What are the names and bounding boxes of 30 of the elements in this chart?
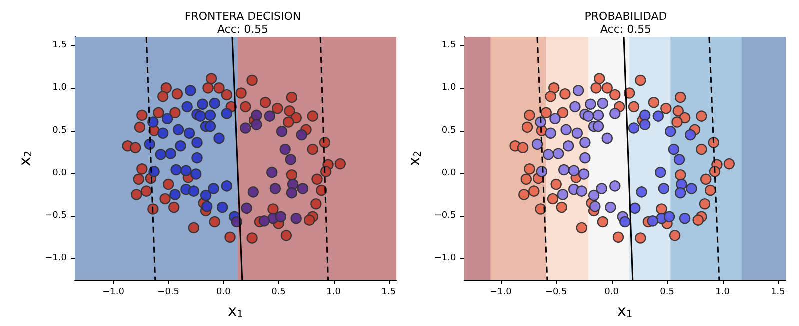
x-tick-label: 1.0 bbox=[326, 288, 342, 298]
y-tick-label: 0.5 bbox=[52, 126, 67, 136]
y-tick-label: 1.5 bbox=[52, 40, 67, 51]
x-tick-label: 0.0 bbox=[604, 288, 620, 298]
y-tick-label: 1.0 bbox=[442, 83, 457, 94]
x-tick-label: −1.0 bbox=[102, 288, 125, 298]
x-tick-label: 1.5 bbox=[771, 288, 786, 298]
y-axis-title: x2 bbox=[16, 150, 35, 166]
chart-title: PROBABILIDAD bbox=[584, 10, 668, 23]
y-tick-label: 0.5 bbox=[442, 126, 456, 136]
x-tick-label: −0.5 bbox=[545, 288, 568, 298]
y-tick-label: −0.5 bbox=[434, 211, 456, 222]
y-tick-label: 0.0 bbox=[52, 168, 68, 178]
x-tick-label: −1.0 bbox=[490, 288, 512, 298]
y-tick-label: −1.0 bbox=[434, 254, 457, 264]
x-tick-label: 1.0 bbox=[716, 288, 730, 298]
y-tick-label: −0.5 bbox=[45, 211, 67, 222]
x-tick-label: −0.5 bbox=[158, 288, 180, 298]
y-tick-label: 1.0 bbox=[52, 83, 68, 94]
chart-subtitle: Acc: 0.55 bbox=[600, 23, 652, 36]
y-tick-label: 1.5 bbox=[442, 40, 456, 51]
x-tick-label: 0.0 bbox=[216, 288, 232, 298]
x-tick-label: 0.5 bbox=[272, 288, 286, 298]
chart-subtitle: Acc: 0.55 bbox=[217, 23, 269, 36]
y-tick-label: 0.0 bbox=[442, 168, 457, 178]
chart-title: FRONTERA DECISION bbox=[184, 10, 302, 23]
x-tick-label: 0.5 bbox=[660, 288, 674, 298]
x-tick-label: 1.5 bbox=[382, 288, 396, 298]
y-tick-label: −1.0 bbox=[45, 254, 68, 264]
y-axis-title: x2 bbox=[406, 150, 424, 166]
